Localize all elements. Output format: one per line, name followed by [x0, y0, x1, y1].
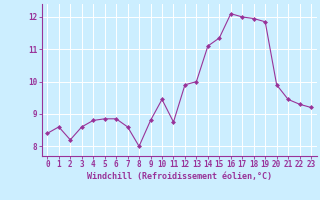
- X-axis label: Windchill (Refroidissement éolien,°C): Windchill (Refroidissement éolien,°C): [87, 172, 272, 181]
